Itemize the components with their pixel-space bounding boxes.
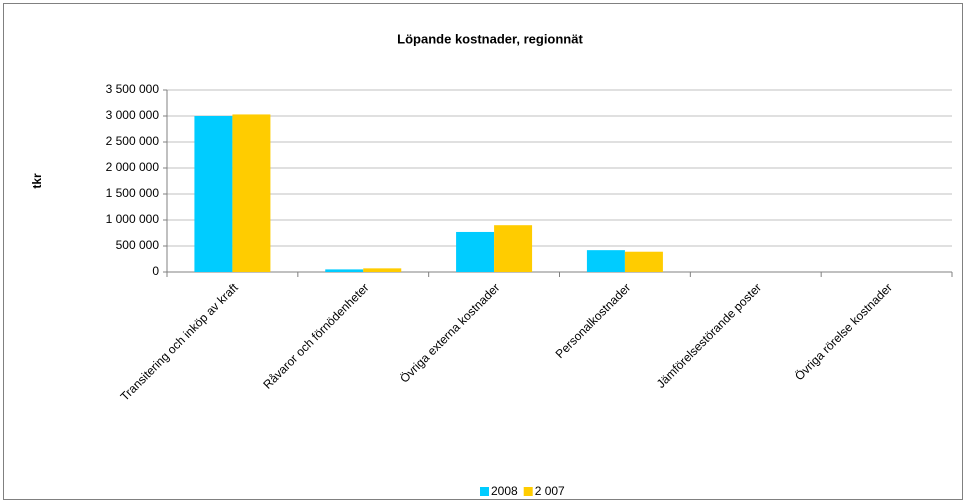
y-tick-label: 500 000 [116,238,160,252]
bar [456,231,495,272]
y-tick-label: 0 [152,264,159,278]
y-tick-label: 2 500 000 [106,134,160,148]
y-tick-label: 1 500 000 [106,186,160,200]
y-tick-label: 3 500 000 [106,82,160,96]
y-axis-title: tkr [30,173,44,189]
legend-label: 2 007 [535,484,565,498]
legend-swatch [480,487,489,496]
bar [325,269,364,272]
chart-title: Löpande kostnader, regionnät [397,31,583,46]
y-tick-label: 2 000 000 [106,160,160,174]
bar [624,251,663,272]
bar [363,268,402,272]
bar [232,114,271,272]
bar [586,250,625,272]
y-tick-label: 1 000 000 [106,212,160,226]
bar [194,116,233,272]
legend-swatch [523,487,533,496]
bar [494,225,533,272]
y-tick-label: 3 000 000 [106,108,160,122]
legend-label: 2008 [491,484,518,498]
